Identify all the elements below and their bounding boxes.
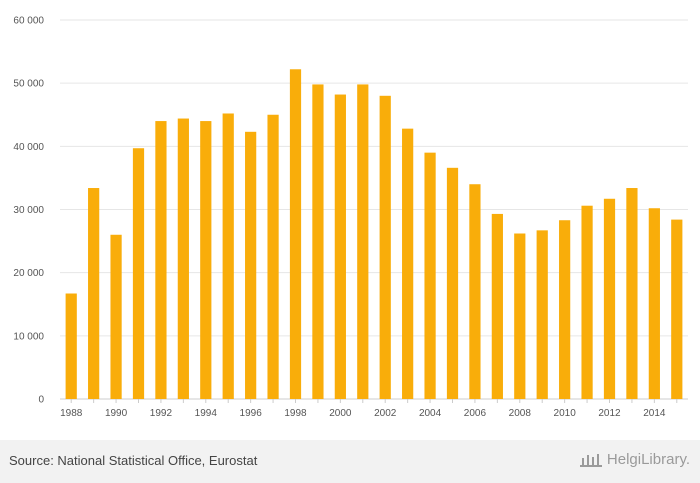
y-axis-labels: 0 10 000 20 000 30 000 40 000 50 000 60 000 <box>13 16 44 406</box>
grid-lines <box>60 19 688 400</box>
bar-2011[interactable] <box>581 205 593 399</box>
x-tick-label: 1996 <box>240 408 263 419</box>
y-tick-label: 50 000 <box>13 79 44 90</box>
x-tick-label: 2010 <box>554 408 577 419</box>
y-tick-label: 40 000 <box>13 142 44 153</box>
x-tick-label: 1994 <box>195 408 218 419</box>
bar-2012[interactable] <box>603 198 616 399</box>
bar-1994[interactable] <box>200 121 212 400</box>
library-building-icon <box>579 453 602 467</box>
bar-1998[interactable] <box>289 69 302 400</box>
bar-1993[interactable] <box>177 118 189 399</box>
y-tick-label: 10 000 <box>13 331 44 342</box>
source-note: Source: National Statistical Office, Eur… <box>9 453 258 468</box>
bar-1996[interactable] <box>245 131 257 399</box>
bar-2003[interactable] <box>402 128 414 399</box>
bar-2015[interactable] <box>671 219 683 399</box>
x-tick-label: 1988 <box>60 408 83 419</box>
bar-1999[interactable] <box>312 84 324 400</box>
bar-1990[interactable] <box>110 234 122 399</box>
bar-1997[interactable] <box>267 114 279 399</box>
x-axis-labels: 1988 1990 1992 1994 1996 1998 2000 2002 2004 2006… <box>60 399 678 419</box>
bar-1992[interactable] <box>155 121 167 400</box>
y-tick-label: 30 000 <box>13 205 44 216</box>
x-tick-label: 1990 <box>105 408 128 419</box>
bar-chart: 0 10 000 20 000 30 000 40 000 50 000 60 000 19… <box>13 16 688 419</box>
bar-2009[interactable] <box>536 230 548 399</box>
bar-2001[interactable] <box>357 84 369 400</box>
x-tick-label: 2008 <box>509 408 532 419</box>
bar-1991[interactable] <box>132 148 145 399</box>
y-tick-label: 0 <box>38 395 44 406</box>
chart-footer: Source: National Statistical Office, Eur… <box>0 440 700 483</box>
y-tick-label: 60 000 <box>13 16 44 27</box>
x-tick-label: 1998 <box>284 408 307 419</box>
bar-2007[interactable] <box>491 213 503 399</box>
helgilibrary-logo[interactable]: HelgiLibrary. <box>579 451 690 468</box>
bar-1988[interactable] <box>65 293 77 399</box>
x-tick-label: 2012 <box>598 408 621 419</box>
bar-1989[interactable] <box>88 188 100 399</box>
bar-2013[interactable] <box>626 188 638 399</box>
x-tick-label: 2000 <box>329 408 352 419</box>
bar-2014[interactable] <box>648 208 660 399</box>
bar-2006[interactable] <box>469 184 481 399</box>
x-tick-label: 2002 <box>374 408 397 419</box>
logo-text: HelgiLibrary. <box>606 451 690 468</box>
bars <box>65 69 683 400</box>
bar-2008[interactable] <box>514 233 526 399</box>
x-tick-label: 2014 <box>643 408 666 419</box>
bar-2010[interactable] <box>559 220 571 399</box>
y-tick-label: 20 000 <box>13 268 44 279</box>
x-tick-label: 1992 <box>150 408 173 419</box>
bar-2002[interactable] <box>379 95 391 400</box>
bar-2004[interactable] <box>424 152 436 399</box>
x-tick-label: 2004 <box>419 408 442 419</box>
bar-2005[interactable] <box>446 167 459 399</box>
x-tick-label: 2006 <box>464 408 487 419</box>
bar-1995[interactable] <box>222 113 234 399</box>
bar-2000[interactable] <box>334 94 346 399</box>
